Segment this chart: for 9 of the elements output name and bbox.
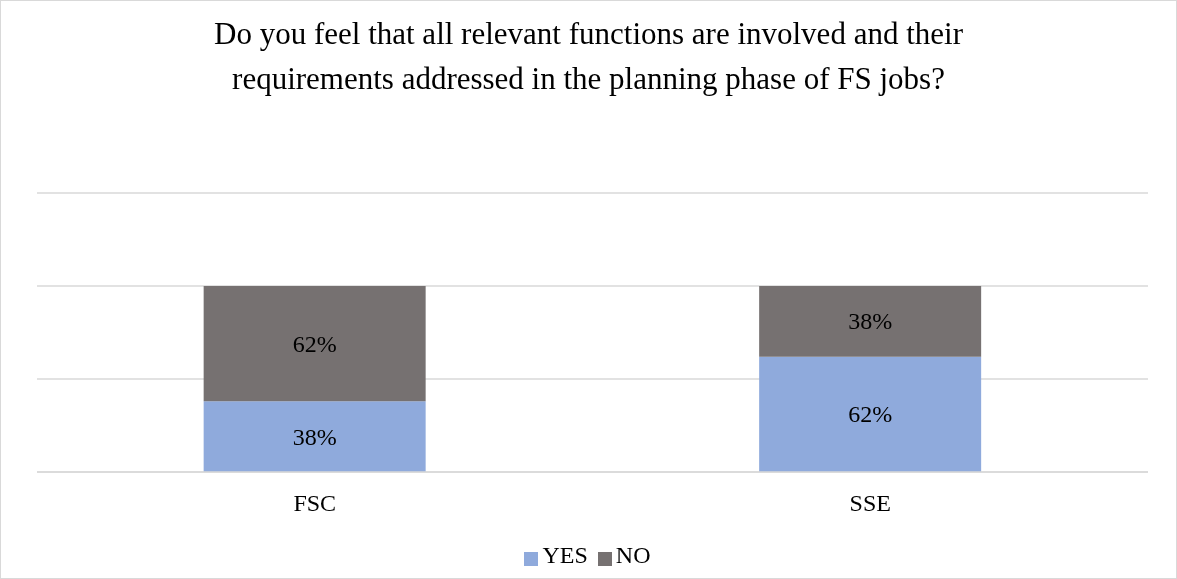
legend-label: NO (615, 542, 651, 568)
data-label: 38% (848, 308, 893, 335)
data-label: 62% (848, 401, 893, 428)
legend-label: YES (542, 542, 588, 568)
x-tick-label: SSE (849, 490, 891, 517)
chart-title: Do you feel that all relevant functions are involved and their requirements addressed in the planning phase of FS jobs? (213, 15, 964, 98)
data-label: 62% (292, 330, 337, 357)
data-label: 38% (292, 423, 337, 450)
x-tick-label: FSC (293, 490, 337, 517)
